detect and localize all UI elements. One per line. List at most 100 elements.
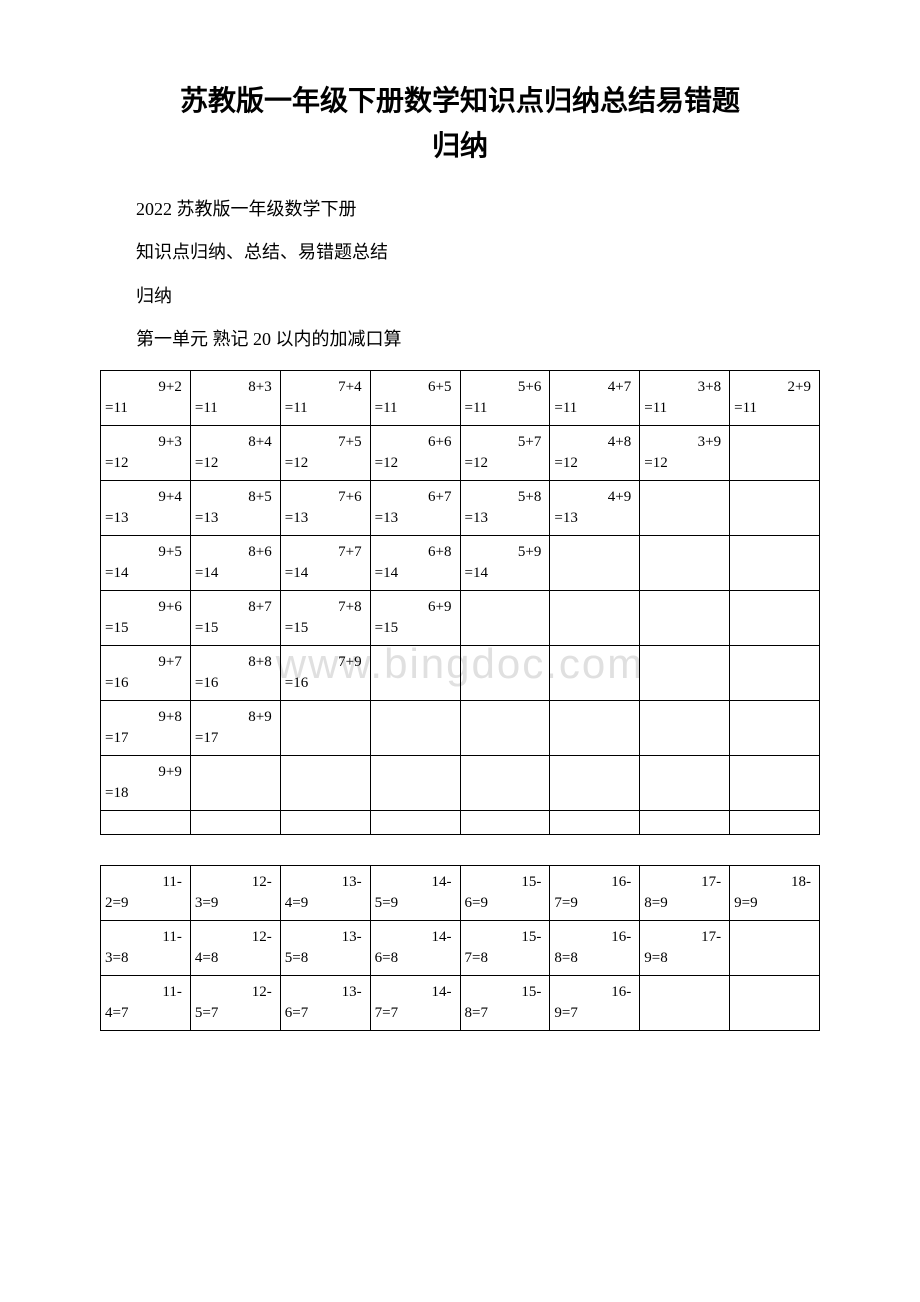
cell-result: =11 xyxy=(554,398,635,419)
table-cell xyxy=(460,810,550,834)
table-cell xyxy=(460,755,550,810)
cell-expr: 11- xyxy=(105,872,186,893)
cell-result: =12 xyxy=(644,453,725,474)
table-cell xyxy=(280,810,370,834)
table-cell xyxy=(730,700,820,755)
table-cell xyxy=(730,590,820,645)
cell-expr: 12- xyxy=(195,872,276,893)
table-row xyxy=(101,810,820,834)
cell-result: =16 xyxy=(195,673,276,694)
table-cell xyxy=(370,700,460,755)
table-row: 11-2=912-3=913-4=914-5=915-6=916-7=917-8… xyxy=(101,865,820,920)
cell-result: =12 xyxy=(195,453,276,474)
table-cell: 14-6=8 xyxy=(370,920,460,975)
cell-expr: 12- xyxy=(195,982,276,1003)
cell-result: =12 xyxy=(554,453,635,474)
table-cell: 9+3=12 xyxy=(101,425,191,480)
cell-expr: 6+5 xyxy=(375,377,456,398)
table-cell xyxy=(640,975,730,1030)
cell-expr: 5+6 xyxy=(465,377,546,398)
cell-expr: 16- xyxy=(554,872,635,893)
cell-expr: 9+2 xyxy=(105,377,186,398)
table-cell: 6+8=14 xyxy=(370,535,460,590)
table-row: 9+3=128+4=127+5=126+6=125+7=124+8=123+9=… xyxy=(101,425,820,480)
cell-result: =13 xyxy=(195,508,276,529)
cell-result: =15 xyxy=(105,618,186,639)
table-cell: 6+6=12 xyxy=(370,425,460,480)
addition-table: 9+2=118+3=117+4=116+5=115+6=114+7=113+8=… xyxy=(100,370,820,835)
cell-expr: 17- xyxy=(644,872,725,893)
cell-result: =18 xyxy=(105,783,186,804)
title-line-2: 归纳 xyxy=(432,131,488,162)
table-cell: 2+9=11 xyxy=(730,370,820,425)
cell-result: 5=8 xyxy=(285,948,366,969)
cell-result: =13 xyxy=(554,508,635,529)
table-cell: 9+6=15 xyxy=(101,590,191,645)
table-cell xyxy=(640,755,730,810)
cell-expr: 14- xyxy=(375,982,456,1003)
cell-expr: 6+6 xyxy=(375,432,456,453)
table-cell: 13-6=7 xyxy=(280,975,370,1030)
cell-expr: 16- xyxy=(554,982,635,1003)
cell-expr: 12- xyxy=(195,927,276,948)
cell-expr: 8+6 xyxy=(195,542,276,563)
table-cell: 9+2=11 xyxy=(101,370,191,425)
table-cell: 7+4=11 xyxy=(280,370,370,425)
cell-result: =13 xyxy=(105,508,186,529)
cell-expr: 6+9 xyxy=(375,597,456,618)
cell-expr: 8+3 xyxy=(195,377,276,398)
paragraphs: 2022 苏教版一年级数学下册知识点归纳、总结、易错题总结归纳第一单元 熟记 2… xyxy=(100,190,820,360)
cell-expr: 4+8 xyxy=(554,432,635,453)
table-cell: 3+9=12 xyxy=(640,425,730,480)
table-cell xyxy=(550,810,640,834)
document-title: 苏教版一年级下册数学知识点归纳总结易错题 归纳 xyxy=(100,80,820,170)
table-cell xyxy=(730,535,820,590)
table-cell: 15-7=8 xyxy=(460,920,550,975)
cell-result: 3=9 xyxy=(195,893,276,914)
cell-expr: 2+9 xyxy=(734,377,815,398)
table-row: 11-3=812-4=813-5=814-6=815-7=816-8=817-9… xyxy=(101,920,820,975)
cell-result: =16 xyxy=(105,673,186,694)
cell-result: =12 xyxy=(465,453,546,474)
cell-result: 8=7 xyxy=(465,1003,546,1024)
table-cell: 8+6=14 xyxy=(190,535,280,590)
cell-expr: 8+4 xyxy=(195,432,276,453)
cell-result: =14 xyxy=(375,563,456,584)
table-cell: 5+7=12 xyxy=(460,425,550,480)
table-cell: 16-9=7 xyxy=(550,975,640,1030)
table-cell: 4+9=13 xyxy=(550,480,640,535)
table-cell xyxy=(190,810,280,834)
table-cell: 8+8=16 xyxy=(190,645,280,700)
cell-result: =12 xyxy=(105,453,186,474)
table-cell xyxy=(640,480,730,535)
cell-expr: 3+9 xyxy=(644,432,725,453)
table-cell xyxy=(640,810,730,834)
cell-expr: 7+8 xyxy=(285,597,366,618)
table-cell: 15-6=9 xyxy=(460,865,550,920)
table-cell xyxy=(550,590,640,645)
table-cell xyxy=(280,700,370,755)
table-cell: 9+9=18 xyxy=(101,755,191,810)
table-cell: 13-4=9 xyxy=(280,865,370,920)
table-cell: 6+7=13 xyxy=(370,480,460,535)
table-cell xyxy=(550,755,640,810)
cell-expr: 15- xyxy=(465,927,546,948)
cell-expr: 15- xyxy=(465,982,546,1003)
cell-result: 8=8 xyxy=(554,948,635,969)
cell-expr: 9+3 xyxy=(105,432,186,453)
table-cell: 5+9=14 xyxy=(460,535,550,590)
table-cell: 18-9=9 xyxy=(730,865,820,920)
table-cell: 12-5=7 xyxy=(190,975,280,1030)
table-cell xyxy=(460,700,550,755)
paragraph: 知识点归纳、总结、易错题总结 xyxy=(100,233,820,273)
cell-result: 6=8 xyxy=(375,948,456,969)
cell-result: 5=7 xyxy=(195,1003,276,1024)
table-cell: 9+8=17 xyxy=(101,700,191,755)
cell-expr: 8+7 xyxy=(195,597,276,618)
table-cell: 7+6=13 xyxy=(280,480,370,535)
cell-expr: 13- xyxy=(285,927,366,948)
cell-result: 2=9 xyxy=(105,893,186,914)
table-cell xyxy=(730,645,820,700)
cell-expr: 3+8 xyxy=(644,377,725,398)
table-cell xyxy=(640,645,730,700)
